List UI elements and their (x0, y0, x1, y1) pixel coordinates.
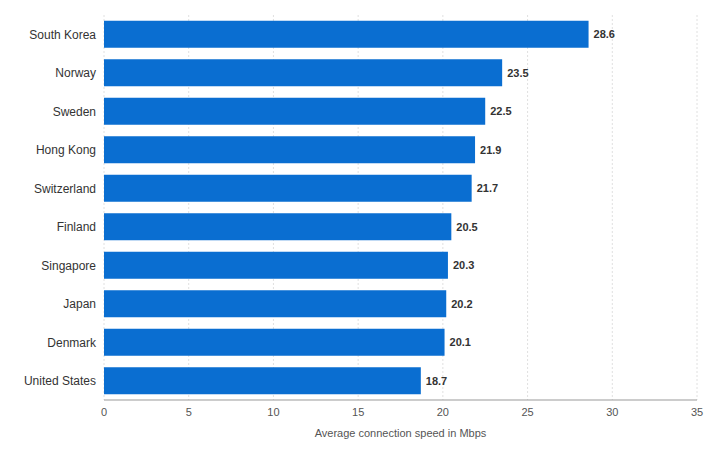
svg-text:18.7: 18.7 (426, 375, 447, 387)
svg-text:15: 15 (352, 406, 364, 418)
svg-text:Denmark: Denmark (47, 336, 97, 350)
svg-text:20.5: 20.5 (456, 221, 477, 233)
svg-text:United States: United States (24, 374, 96, 388)
svg-text:28.6: 28.6 (594, 28, 615, 40)
svg-text:Switzerland: Switzerland (34, 182, 96, 196)
svg-text:21.9: 21.9 (480, 144, 501, 156)
svg-text:Japan: Japan (63, 297, 96, 311)
svg-text:20: 20 (437, 406, 449, 418)
svg-text:35: 35 (691, 406, 703, 418)
svg-text:Hong Kong: Hong Kong (36, 143, 96, 157)
svg-text:0: 0 (101, 406, 107, 418)
svg-text:21.7: 21.7 (477, 182, 498, 194)
svg-text:Singapore: Singapore (41, 259, 96, 273)
svg-text:10: 10 (267, 406, 279, 418)
svg-text:23.5: 23.5 (507, 67, 528, 79)
svg-text:20.2: 20.2 (451, 298, 472, 310)
svg-text:Average connection speed in Mb: Average connection speed in Mbps (315, 427, 487, 439)
svg-text:22.5: 22.5 (490, 105, 511, 117)
svg-text:25: 25 (521, 406, 533, 418)
svg-text:Sweden: Sweden (53, 105, 96, 119)
svg-text:20.3: 20.3 (453, 259, 474, 271)
svg-text:20.1: 20.1 (450, 336, 471, 348)
svg-text:Finland: Finland (57, 220, 96, 234)
svg-text:South Korea: South Korea (29, 28, 96, 42)
svg-text:5: 5 (186, 406, 192, 418)
svg-text:Norway: Norway (55, 66, 96, 80)
svg-text:30: 30 (606, 406, 618, 418)
